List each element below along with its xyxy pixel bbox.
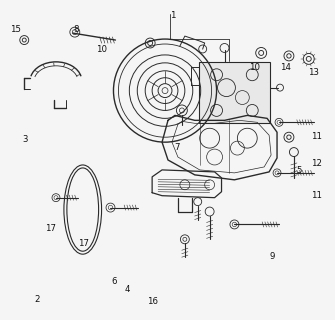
Text: 16: 16 bbox=[147, 297, 158, 306]
Text: 8: 8 bbox=[73, 25, 79, 34]
Ellipse shape bbox=[67, 168, 98, 251]
Text: 12: 12 bbox=[312, 159, 323, 168]
Text: 3: 3 bbox=[23, 135, 28, 144]
FancyBboxPatch shape bbox=[199, 62, 270, 123]
Text: 17: 17 bbox=[45, 224, 56, 233]
Text: 15: 15 bbox=[10, 25, 21, 34]
Text: 13: 13 bbox=[308, 68, 319, 77]
Text: 10: 10 bbox=[95, 45, 107, 54]
Text: 10: 10 bbox=[249, 63, 260, 72]
Text: 17: 17 bbox=[78, 239, 89, 248]
Text: 9: 9 bbox=[269, 252, 275, 261]
Text: 11: 11 bbox=[312, 191, 323, 200]
Text: 4: 4 bbox=[125, 284, 130, 294]
Text: 11: 11 bbox=[312, 132, 323, 141]
Text: 6: 6 bbox=[111, 277, 117, 286]
Text: 14: 14 bbox=[280, 63, 291, 72]
Text: 7: 7 bbox=[175, 143, 180, 152]
Text: 5: 5 bbox=[296, 166, 302, 175]
Text: 1: 1 bbox=[170, 11, 175, 20]
Text: 2: 2 bbox=[35, 295, 40, 304]
